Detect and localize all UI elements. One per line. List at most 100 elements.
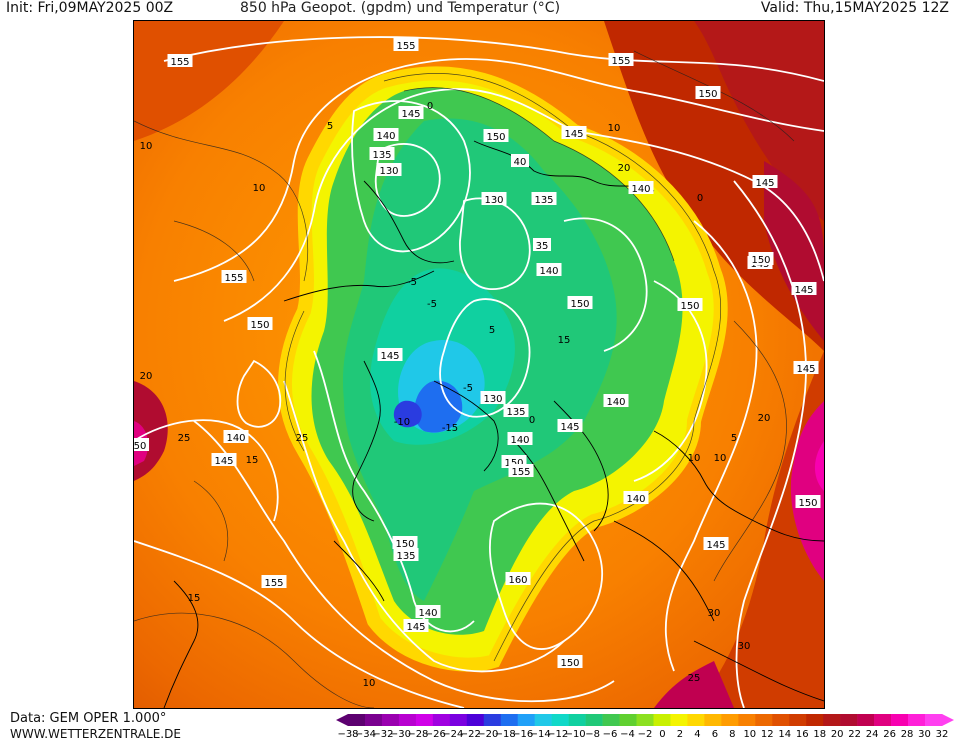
svg-text:150: 150	[798, 498, 817, 509]
weather-map[interactable]: 155 155 155 145 140 135 130 150 150 145 40 130 135 14…	[133, 20, 825, 709]
legend-box	[483, 714, 502, 726]
legend-box	[755, 714, 773, 726]
svg-text:35: 35	[536, 241, 549, 252]
legend-box	[364, 714, 383, 726]
legend-box	[857, 714, 875, 726]
temperature-label: 0	[697, 193, 703, 204]
height-label: 135	[531, 192, 557, 206]
legend-box	[619, 714, 637, 726]
color-legend: −38−34−32−30−28−26−24−22−20−18−16−14−12−…	[336, 714, 954, 740]
legend-tick-label: 28	[901, 729, 914, 740]
legend-box	[908, 714, 926, 726]
temperature-label: 15	[558, 335, 571, 346]
svg-text:160: 160	[508, 575, 527, 586]
legend-tick-label: −20	[477, 729, 498, 740]
svg-text:130: 130	[379, 166, 398, 177]
legend-box	[789, 714, 807, 726]
hot-core-e	[814, 441, 824, 491]
height-label: 145	[403, 619, 429, 633]
legend-tick-label: −26	[425, 729, 446, 740]
legend-box	[772, 714, 790, 726]
legend-box	[687, 714, 705, 726]
warm-region-se	[694, 351, 824, 708]
svg-text:150: 150	[570, 299, 589, 310]
svg-text:155: 155	[396, 41, 415, 52]
svg-text:150: 150	[698, 89, 717, 100]
coastlines	[163, 140, 824, 708]
hot-region-ne	[694, 21, 824, 221]
legend-box	[721, 714, 739, 726]
legend-tick-label: 26	[883, 729, 896, 740]
isotherms	[134, 50, 795, 708]
legend-tick-label: 6	[712, 729, 718, 740]
height-label: 140	[628, 181, 654, 195]
height-label: 145	[793, 361, 819, 375]
legend-box	[636, 714, 654, 726]
legend-box	[517, 714, 535, 726]
hot-region-s	[654, 661, 734, 708]
svg-text:150: 150	[504, 458, 523, 469]
svg-text:150: 150	[751, 255, 770, 266]
legend-box	[653, 714, 671, 726]
legend-tick-label: −38	[337, 729, 358, 740]
temperature-label: -5	[463, 383, 473, 394]
legend-box	[738, 714, 756, 726]
legend-box	[466, 714, 485, 726]
legend-tick-label: 16	[796, 729, 809, 740]
legend-tick-label: −12	[547, 729, 568, 740]
legend-tick-label: 18	[813, 729, 826, 740]
height-label: 150	[392, 536, 418, 550]
svg-text:145: 145	[401, 109, 420, 120]
legend-tick-label: −4	[620, 729, 635, 740]
legend-box	[500, 714, 519, 726]
temperature-label: 5	[327, 121, 333, 132]
svg-text:140: 140	[418, 608, 437, 619]
legend-tick-label: 10	[743, 729, 756, 740]
height-label: 50	[134, 438, 149, 452]
height-label: 160	[505, 572, 531, 586]
svg-text:140: 140	[226, 433, 245, 444]
legend-box	[806, 714, 824, 726]
height-label: 150	[677, 298, 703, 312]
legend-tick-labels: −38−34−32−30−28−26−24−22−20−18−16−14−12−…	[337, 729, 948, 740]
temperature-label: -5	[407, 277, 417, 288]
legend-box	[704, 714, 722, 726]
init-time: Init: Fri,09MAY2025 00Z	[6, 0, 174, 16]
legend-tick-label: 24	[866, 729, 879, 740]
svg-text:135: 135	[396, 551, 415, 562]
svg-text:135: 135	[372, 150, 391, 161]
svg-text:145: 145	[214, 456, 233, 467]
svg-text:145: 145	[560, 422, 579, 433]
height-label: 35	[533, 238, 551, 252]
temperature-label: 0	[529, 415, 535, 426]
svg-text:150: 150	[250, 320, 269, 331]
legend-tick-label: −2	[638, 729, 653, 740]
legend-tick-label: −24	[442, 729, 463, 740]
height-label: 145	[561, 126, 587, 140]
svg-text:140: 140	[626, 494, 645, 505]
height-label: 150	[247, 317, 273, 331]
svg-text:130: 130	[484, 195, 503, 206]
legend-arrow-right	[942, 714, 954, 726]
height-label: 140	[623, 491, 649, 505]
height-label: 145	[703, 537, 729, 551]
temperature-label: 10	[363, 678, 376, 689]
height-label: 155	[221, 270, 247, 284]
temperature-label: 5	[731, 433, 737, 444]
svg-text:140: 140	[631, 184, 650, 195]
height-label: 145	[398, 106, 424, 120]
height-label: 150	[795, 495, 821, 509]
legend-tick-label: 0	[659, 729, 665, 740]
height-label: 40	[511, 154, 529, 168]
legend-tick-label: −18	[495, 729, 516, 740]
height-label: 155	[393, 38, 419, 52]
height-label: 145	[791, 282, 817, 296]
temperature-label: 5	[489, 325, 495, 336]
height-label: 150	[483, 129, 509, 143]
svg-text:155: 155	[264, 578, 283, 589]
height-label: 135	[503, 404, 529, 418]
svg-text:145: 145	[794, 285, 813, 296]
svg-text:155: 155	[170, 57, 189, 68]
temperature-label: 20	[140, 371, 153, 382]
